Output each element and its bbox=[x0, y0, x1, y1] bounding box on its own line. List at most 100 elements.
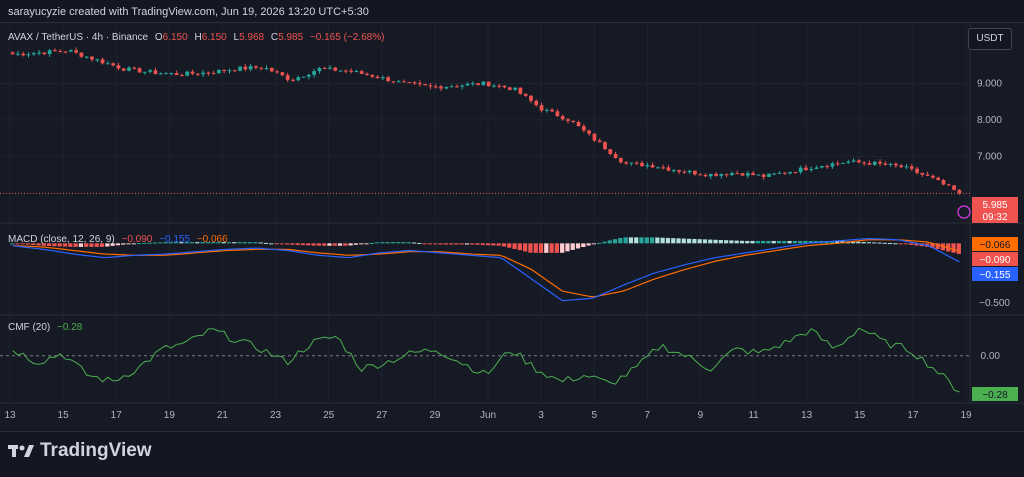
time-tick-label: 19 bbox=[960, 410, 972, 421]
macd-histogram-bar bbox=[866, 242, 872, 244]
candle-body bbox=[428, 85, 433, 87]
macd-histogram-bar bbox=[692, 238, 697, 244]
candle-body bbox=[53, 50, 57, 52]
macd-histogram-bar bbox=[73, 243, 78, 247]
candle-body bbox=[613, 153, 618, 158]
macd-histogram-bar bbox=[401, 242, 406, 244]
candle-body bbox=[127, 67, 131, 71]
candle-body bbox=[47, 50, 52, 55]
macd-histogram-bar bbox=[184, 242, 189, 244]
candle-body bbox=[719, 174, 724, 176]
candle-body bbox=[862, 162, 867, 164]
macd-histogram-bar bbox=[898, 243, 903, 245]
macd-histogram-bar bbox=[443, 243, 448, 245]
tradingview-logo[interactable]: TradingView bbox=[8, 440, 152, 462]
macd-histogram-bar bbox=[179, 242, 184, 244]
macd-histogram-bar bbox=[776, 240, 782, 244]
cmf-title[interactable]: CMF (20) bbox=[8, 322, 50, 333]
macd-histogram-bar bbox=[94, 243, 99, 247]
candle-body bbox=[571, 120, 576, 122]
candle-body bbox=[343, 70, 348, 72]
macd-histogram-bar bbox=[486, 243, 491, 246]
candle-body bbox=[137, 68, 142, 73]
macd-histogram-bar bbox=[68, 243, 73, 247]
last-price-badge bbox=[972, 197, 1018, 223]
candle-body bbox=[222, 69, 227, 71]
candle-body bbox=[418, 83, 422, 85]
macd-histogram-bar bbox=[660, 237, 665, 244]
time-tick-label: 25 bbox=[323, 410, 335, 421]
time-tick-label: 7 bbox=[645, 410, 651, 421]
candle-body bbox=[264, 68, 269, 70]
candle-body bbox=[10, 52, 15, 55]
candle-body bbox=[523, 93, 528, 96]
macd-histogram-bar bbox=[173, 242, 179, 244]
candle-body bbox=[544, 109, 549, 111]
alert-icon[interactable] bbox=[957, 205, 971, 219]
candle-body bbox=[195, 73, 200, 75]
macd-histogram-bar bbox=[417, 242, 422, 244]
candle-body bbox=[470, 83, 475, 85]
candle-body bbox=[819, 166, 824, 168]
candle-body bbox=[809, 169, 814, 171]
macd-histogram-bar bbox=[560, 243, 565, 253]
macd-histogram-bar bbox=[766, 240, 771, 244]
macd-histogram-bar bbox=[136, 243, 142, 245]
macd-histogram-bar bbox=[755, 240, 760, 244]
macd-histogram-bar bbox=[232, 242, 237, 244]
macd-histogram-bar bbox=[798, 240, 803, 244]
macd-histogram-bar bbox=[158, 242, 163, 244]
candle-body bbox=[894, 163, 898, 166]
brand-name: TradingView bbox=[40, 440, 152, 461]
candle-body bbox=[767, 173, 771, 177]
macd-histogram-bar bbox=[168, 242, 173, 244]
macd-histogram-bar bbox=[279, 243, 284, 245]
macd-histogram-bar bbox=[586, 243, 591, 246]
candle-body bbox=[386, 77, 391, 82]
candle-body bbox=[619, 157, 623, 163]
candle-body bbox=[740, 173, 745, 176]
candle-body bbox=[407, 82, 412, 84]
macd-histogram-bar bbox=[708, 239, 713, 244]
candle-body bbox=[322, 68, 327, 70]
candle-body bbox=[232, 70, 237, 72]
candle-body bbox=[58, 51, 63, 53]
created-caption: sarayucyzie created with TradingView.com… bbox=[8, 6, 369, 18]
symbol-legend[interactable]: AVAX / TetherUS · 4h · Binance bbox=[8, 32, 149, 43]
macd-histogram-bar bbox=[702, 239, 708, 244]
candle-body bbox=[756, 174, 761, 176]
candle-body bbox=[518, 87, 523, 94]
macd-histogram-bar bbox=[914, 243, 919, 246]
price-tick-label: 8.000 bbox=[977, 115, 1002, 126]
macd-pane bbox=[10, 237, 961, 302]
macd-histogram-bar bbox=[36, 243, 41, 246]
macd-histogram-bar bbox=[877, 242, 882, 244]
macd-title[interactable]: MACD (close, 12, 26, 9) bbox=[8, 234, 115, 245]
macd-histogram-bar bbox=[353, 243, 359, 245]
candle-body bbox=[439, 86, 443, 89]
candle-body bbox=[703, 174, 708, 177]
macd-histogram-bar bbox=[364, 243, 369, 245]
chart-area[interactable]: 9.000 8.000 7.000 −0.500 0.00 13 15 17 19 21 23 25… bbox=[0, 22, 1024, 432]
macd-signal-value: −0.066 bbox=[197, 234, 228, 245]
macd-histogram-bar bbox=[549, 243, 554, 253]
macd-histogram-bar bbox=[480, 243, 485, 246]
currency-button[interactable]: USDT bbox=[968, 28, 1012, 50]
candle-body bbox=[169, 73, 174, 75]
candle-body bbox=[63, 51, 68, 53]
cmf-tick-label: 0.00 bbox=[981, 351, 1001, 362]
time-tick-label: 17 bbox=[111, 410, 123, 421]
candle-body bbox=[529, 95, 533, 101]
candle-body bbox=[254, 66, 258, 68]
candle-body bbox=[105, 63, 110, 65]
candle-body bbox=[37, 52, 41, 54]
candle-body bbox=[465, 83, 470, 86]
macd-histogram-bar bbox=[237, 242, 242, 244]
macd-histogram-bar bbox=[930, 243, 935, 248]
macd-histogram-bar bbox=[385, 242, 390, 244]
macd-histogram-bar bbox=[893, 243, 898, 245]
macd-histogram-bar bbox=[724, 240, 729, 244]
svg-text:MACD (close, 12, 26, 9): MACD (close, 12, 26, 9) −0.090 −0.155 −0… bbox=[8, 234, 228, 245]
candle-body bbox=[507, 87, 512, 90]
macd-histogram-bar bbox=[903, 243, 909, 245]
